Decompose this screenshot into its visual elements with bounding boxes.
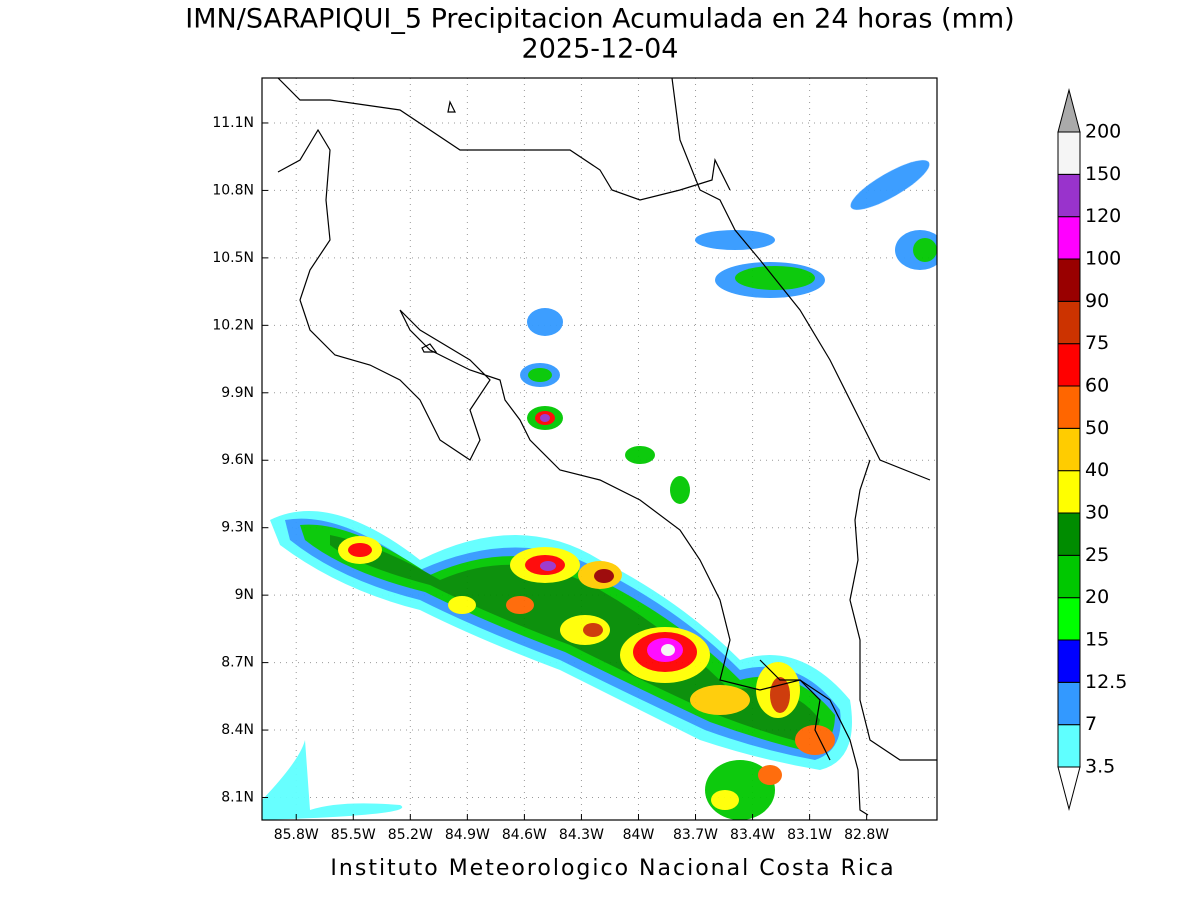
- lat-tick-label: 10.5N: [212, 250, 254, 266]
- colorbar-label: 150: [1085, 163, 1121, 185]
- lon-tick-label: 82.8W: [844, 827, 889, 843]
- colorbar-under: [1057, 766, 1081, 811]
- colorbar-segment: [1057, 131, 1081, 175]
- colorbar-segment: [1057, 724, 1081, 768]
- colorbar-label: 40: [1085, 459, 1109, 481]
- lat-tick-label: 8.1N: [221, 790, 254, 806]
- lon-tick-label: 83.7W: [673, 827, 718, 843]
- colorbar-over: [1057, 88, 1081, 133]
- colorbar-segment: [1057, 216, 1081, 260]
- colorbar-segment: [1057, 173, 1081, 218]
- precip-fields: [262, 160, 937, 820]
- lon-tick-label: 83.1W: [787, 827, 832, 843]
- lon-tick-label: 85.8W: [274, 827, 319, 843]
- colorbar-label: 100: [1085, 248, 1121, 270]
- map-frame: [261, 77, 938, 821]
- date: 2025-12-04: [522, 34, 679, 65]
- colorbar-label: 50: [1085, 417, 1109, 439]
- colorbar-segment: [1057, 300, 1081, 345]
- lon-tick-label: 84.9W: [445, 827, 490, 843]
- footer: Instituto Meteorologico Nacional Costa R…: [330, 856, 895, 881]
- axes: 85.8W 85.5W 85.2W 84.9W 84.6W 84.3W 84W 83.7W 83…: [212, 115, 889, 843]
- colorbar-label: 200: [1085, 121, 1121, 143]
- colorbar-label: 7: [1085, 713, 1097, 735]
- colorbar-label: 25: [1085, 544, 1109, 566]
- colorbar-segment: [1057, 681, 1081, 726]
- colorbar-segment: [1057, 343, 1081, 387]
- colorbar-segment: [1057, 470, 1081, 514]
- colorbar-label: 60: [1085, 375, 1109, 397]
- colorbar: 3.5 7 12.5 15 20 25 30 40 50 60 75 90 100 120 150 200: [1057, 88, 1127, 811]
- lon-tick-label: 84.3W: [559, 827, 604, 843]
- title: IMN/SARAPIQUI_5 Precipitacion Acumulada …: [185, 4, 1014, 35]
- colorbar-label: 15: [1085, 629, 1109, 651]
- colorbar-label: 12.5: [1085, 671, 1127, 693]
- colorbar-segment: [1057, 258, 1081, 302]
- colorbar-segment: [1057, 385, 1081, 429]
- colorbar-segment: [1057, 554, 1081, 599]
- colorbar-label: 120: [1085, 205, 1121, 227]
- lat-tick-label: 9.9N: [221, 385, 254, 401]
- lat-tick-label: 11.1N: [212, 115, 254, 131]
- colorbar-label: 20: [1085, 586, 1109, 608]
- colorbar-segment: [1057, 639, 1081, 683]
- colorbar-label: 3.5: [1085, 756, 1115, 778]
- colorbar-segment: [1057, 597, 1081, 641]
- lon-tick-label: 84W: [623, 827, 655, 843]
- lat-tick-label: 9.6N: [221, 452, 254, 468]
- lon-tick-label: 83.4W: [730, 827, 775, 843]
- lat-tick-label: 10.2N: [212, 317, 254, 333]
- colorbar-label: 75: [1085, 332, 1109, 354]
- lat-tick-label: 8.4N: [221, 722, 254, 738]
- coastlines: [277, 78, 937, 816]
- colorbar-segment: [1057, 512, 1081, 556]
- lat-tick-label: 8.7N: [221, 655, 254, 671]
- lat-tick-label: 9.3N: [221, 520, 254, 536]
- lat-tick-label: 9N: [235, 587, 254, 603]
- lon-tick-label: 85.5W: [331, 827, 376, 843]
- lon-tick-label: 84.6W: [502, 827, 547, 843]
- lat-tick-label: 10.8N: [212, 182, 254, 198]
- colorbar-label: 90: [1085, 290, 1109, 312]
- lon-tick-label: 85.2W: [388, 827, 433, 843]
- colorbar-label: 30: [1085, 502, 1109, 524]
- colorbar-segment: [1057, 427, 1081, 472]
